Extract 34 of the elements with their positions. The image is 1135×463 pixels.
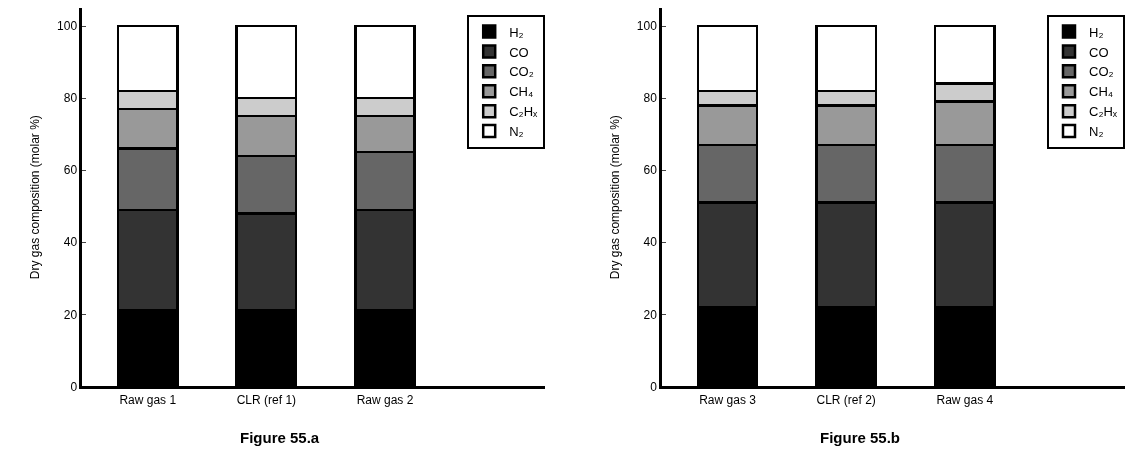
x-tick-label: Raw gas 3 xyxy=(699,392,757,407)
legend-label: N₂ xyxy=(509,124,524,140)
legend-label: CO xyxy=(1089,44,1109,60)
y-tick-label: 100 xyxy=(636,19,658,34)
x-tick-label: CLR (ref 2) xyxy=(816,392,876,407)
legend-label: H₂ xyxy=(1089,24,1104,40)
legend-label: CO xyxy=(509,44,529,60)
legend-label: CO₂ xyxy=(509,64,534,80)
caption: Figure 55.b xyxy=(820,429,901,446)
legend-label: CO₂ xyxy=(1089,64,1114,80)
y-tick-label: 20 xyxy=(63,307,78,322)
legend-label: H₂ xyxy=(509,24,524,40)
legend-label: CH₄ xyxy=(1089,84,1114,100)
y-tick-label: 60 xyxy=(63,163,78,178)
y-tick-label: 0 xyxy=(70,379,78,394)
x-tick-label: Raw gas 2 xyxy=(356,392,414,407)
caption: Figure 55.a xyxy=(240,429,320,446)
x-tick-label: Raw gas 4 xyxy=(936,392,994,407)
y-tick-label: 20 xyxy=(643,307,658,322)
legend-label: N₂ xyxy=(1089,124,1104,140)
legend-label: C₂Hₓ xyxy=(509,104,539,120)
y-tick-label: 60 xyxy=(643,163,658,178)
legend-label: C₂Hₓ xyxy=(1089,104,1118,120)
y-tick-label: 40 xyxy=(643,235,658,250)
y-tick-label: 80 xyxy=(63,91,78,106)
y-axis-title: Dry gas composition (molar %) xyxy=(608,115,623,280)
y-tick-label: 100 xyxy=(57,19,78,34)
y-axis-title: Dry gas composition (molar %) xyxy=(28,115,43,280)
x-tick-label: CLR (ref 1) xyxy=(236,392,297,407)
legend-label: CH₄ xyxy=(509,84,534,100)
y-tick-label: 40 xyxy=(63,235,78,250)
y-tick-label: 80 xyxy=(643,91,658,106)
y-tick-label: 0 xyxy=(650,379,658,394)
x-tick-label: Raw gas 1 xyxy=(119,392,177,407)
